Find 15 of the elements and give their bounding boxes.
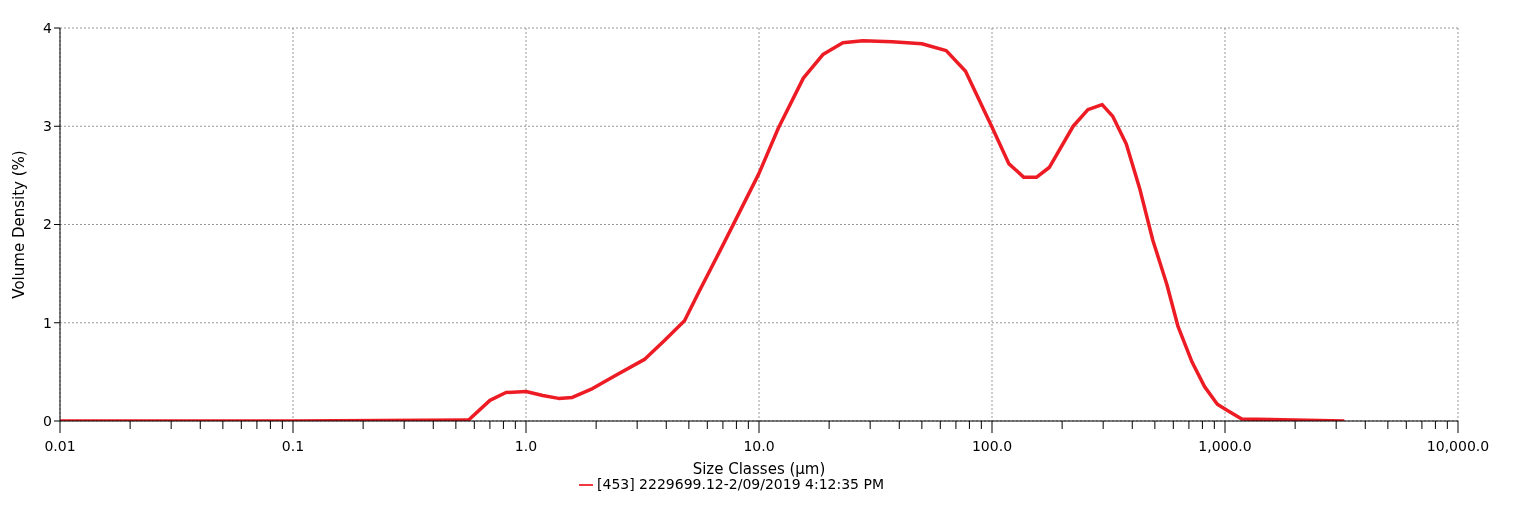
x-tick-label: 0.1 <box>281 438 305 454</box>
y-tick-label: 3 <box>43 118 52 135</box>
y-tick-label: 1 <box>43 314 52 331</box>
x-tick-label: 10,000.0 <box>1426 438 1490 454</box>
legend-label: [453] 2229699.12-2/09/2019 4:12:35 PM <box>597 476 884 492</box>
y-tick-label: 4 <box>43 19 53 36</box>
x-axis-title: Size Classes (µm) <box>692 460 826 478</box>
x-tick-label: 1,000.0 <box>1198 438 1252 454</box>
x-tick-label: 1.0 <box>514 438 538 454</box>
y-tick-label: 0 <box>43 412 52 429</box>
x-tick-label: 100.0 <box>971 438 1013 454</box>
y-tick-label: 2 <box>43 216 52 233</box>
x-tick-label: 10.0 <box>743 438 775 454</box>
y-axis-title: Volume Density (%) <box>10 150 29 299</box>
x-tick-label: 0.01 <box>44 438 76 454</box>
